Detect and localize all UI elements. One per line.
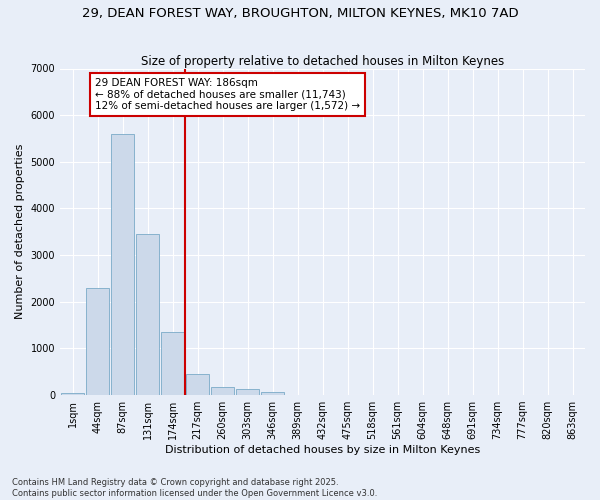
Bar: [260, 392, 284, 395]
Bar: [110, 134, 134, 395]
Bar: [136, 234, 160, 395]
Bar: [236, 389, 259, 395]
Text: 29 DEAN FOREST WAY: 186sqm
← 88% of detached houses are smaller (11,743)
12% of : 29 DEAN FOREST WAY: 186sqm ← 88% of deta…: [95, 78, 360, 111]
Text: 29, DEAN FOREST WAY, BROUGHTON, MILTON KEYNES, MK10 7AD: 29, DEAN FOREST WAY, BROUGHTON, MILTON K…: [82, 8, 518, 20]
Title: Size of property relative to detached houses in Milton Keynes: Size of property relative to detached ho…: [141, 56, 504, 68]
Bar: [61, 393, 85, 395]
Text: Contains HM Land Registry data © Crown copyright and database right 2025.
Contai: Contains HM Land Registry data © Crown c…: [12, 478, 377, 498]
X-axis label: Distribution of detached houses by size in Milton Keynes: Distribution of detached houses by size …: [165, 445, 480, 455]
Bar: [185, 374, 209, 395]
Bar: [211, 387, 235, 395]
Y-axis label: Number of detached properties: Number of detached properties: [15, 144, 25, 320]
Bar: [161, 332, 184, 395]
Bar: [86, 288, 109, 395]
